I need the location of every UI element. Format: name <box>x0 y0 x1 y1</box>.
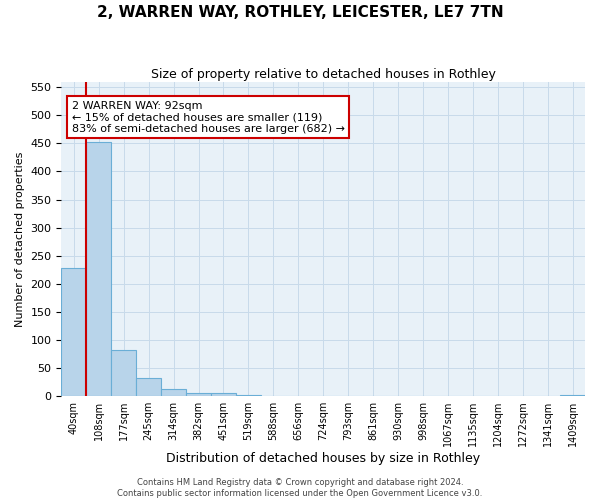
Bar <box>211 393 236 396</box>
Bar <box>136 378 161 396</box>
X-axis label: Distribution of detached houses by size in Rothley: Distribution of detached houses by size … <box>166 452 480 465</box>
Title: Size of property relative to detached houses in Rothley: Size of property relative to detached ho… <box>151 68 496 80</box>
Text: Contains HM Land Registry data © Crown copyright and database right 2024.
Contai: Contains HM Land Registry data © Crown c… <box>118 478 482 498</box>
Bar <box>560 395 585 396</box>
Text: 2, WARREN WAY, ROTHLEY, LEICESTER, LE7 7TN: 2, WARREN WAY, ROTHLEY, LEICESTER, LE7 7… <box>97 5 503 20</box>
Text: 2 WARREN WAY: 92sqm
← 15% of detached houses are smaller (119)
83% of semi-detac: 2 WARREN WAY: 92sqm ← 15% of detached ho… <box>72 100 345 134</box>
Bar <box>161 388 186 396</box>
Bar <box>61 268 86 396</box>
Bar <box>111 350 136 396</box>
Bar <box>86 142 111 396</box>
Bar <box>186 392 211 396</box>
Y-axis label: Number of detached properties: Number of detached properties <box>15 151 25 326</box>
